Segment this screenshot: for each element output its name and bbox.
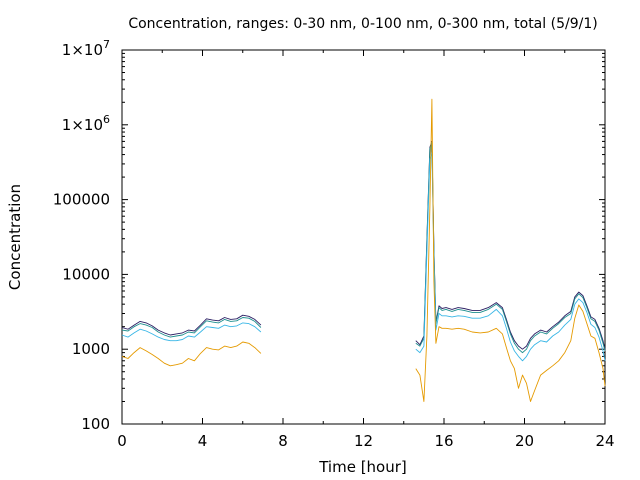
x-tick-labels: 0 4 8 12 16 20 24 xyxy=(117,432,614,450)
x-tick-label: 20 xyxy=(515,432,534,450)
y-tick-label: 1×107 xyxy=(62,38,110,59)
y-axis-label: Concentration xyxy=(6,184,24,290)
x-tick-label: 16 xyxy=(434,432,453,450)
chart-title: Concentration, ranges: 0-30 nm, 0-100 nm… xyxy=(128,16,597,32)
y-tick-label: 100 xyxy=(81,415,110,433)
series-line-4 xyxy=(121,98,606,402)
y-tick-label: 10000 xyxy=(62,265,110,283)
series-line-2 xyxy=(121,142,606,354)
x-tick-label: 4 xyxy=(198,432,208,450)
series-lines xyxy=(121,98,606,402)
x-tick-label: 12 xyxy=(354,432,373,450)
y-tick-label: 1×106 xyxy=(62,113,110,134)
x-tick-label: 8 xyxy=(278,432,288,450)
plot-frame xyxy=(121,49,606,425)
x-axis-label: Time [hour] xyxy=(318,458,407,476)
x-tick-label: 24 xyxy=(595,432,614,450)
series-line-1 xyxy=(121,140,606,350)
series-line-3 xyxy=(121,152,606,362)
y-tick-label: 1000 xyxy=(72,340,110,358)
y-tick-labels: 100 1000 10000 100000 1×106 1×107 xyxy=(53,38,110,433)
axis-ticks xyxy=(121,49,606,425)
y-tick-label: 100000 xyxy=(53,191,110,209)
x-tick-label: 0 xyxy=(117,432,127,450)
